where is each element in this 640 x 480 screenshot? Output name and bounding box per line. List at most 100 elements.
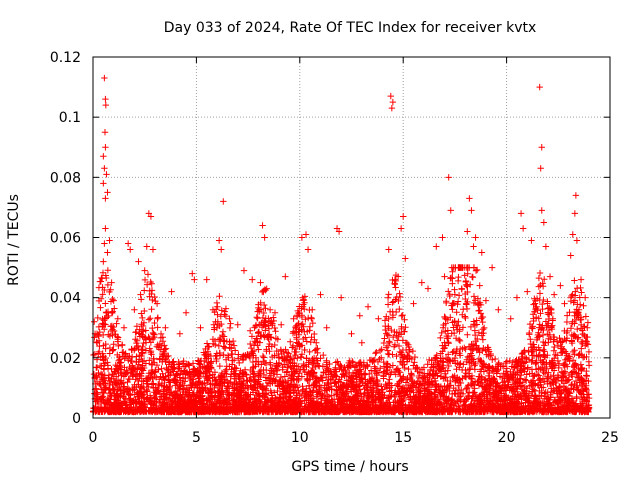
data-point <box>217 372 225 380</box>
data-point <box>95 323 103 331</box>
data-point <box>389 333 397 341</box>
data-point <box>158 365 165 372</box>
data-point <box>385 291 392 298</box>
data-point <box>309 387 317 394</box>
data-point <box>574 301 581 308</box>
data-point <box>308 315 315 322</box>
data-point <box>157 396 165 403</box>
data-point <box>328 392 335 399</box>
data-point <box>499 379 506 386</box>
data-point <box>133 323 141 330</box>
data-point <box>512 391 519 398</box>
data-point <box>536 321 543 328</box>
data-point <box>385 332 393 339</box>
data-point <box>315 362 322 369</box>
data-point <box>550 338 557 345</box>
data-point <box>392 371 399 378</box>
data-point <box>258 288 266 296</box>
data-point <box>164 366 171 373</box>
data-point <box>386 380 393 387</box>
data-point <box>462 373 470 381</box>
data-point <box>478 358 485 365</box>
data-point <box>517 375 524 382</box>
data-point <box>485 352 492 360</box>
data-point <box>374 358 382 366</box>
data-point <box>449 349 456 356</box>
data-point <box>405 343 413 351</box>
data-point <box>409 382 417 389</box>
data-point <box>284 362 291 370</box>
data-point <box>226 324 234 332</box>
data-point <box>224 383 231 391</box>
data-point <box>228 391 235 399</box>
data-point <box>555 364 562 372</box>
data-point <box>519 349 526 357</box>
data-point <box>527 336 534 343</box>
data-point <box>292 351 299 359</box>
data-point <box>268 397 275 404</box>
data-point <box>260 354 268 361</box>
data-point <box>207 352 215 360</box>
data-point <box>93 385 100 392</box>
data-point <box>255 328 263 336</box>
data-point <box>454 359 461 367</box>
data-point <box>109 296 116 303</box>
data-point <box>232 399 239 406</box>
data-point <box>528 381 535 389</box>
data-point <box>296 390 304 398</box>
data-point <box>246 374 254 382</box>
data-point <box>483 391 490 398</box>
data-point <box>295 373 302 380</box>
data-point <box>477 310 485 317</box>
data-point <box>383 360 391 367</box>
data-point <box>405 401 413 408</box>
data-point <box>476 349 483 356</box>
data-point <box>247 382 254 389</box>
data-point <box>160 399 167 406</box>
data-point <box>112 373 120 380</box>
data-point <box>289 344 296 351</box>
data-point <box>220 351 227 359</box>
data-point <box>105 312 112 320</box>
data-point <box>137 296 145 303</box>
data-point <box>99 331 107 339</box>
data-point <box>248 333 256 340</box>
data-point <box>277 394 284 401</box>
data-point <box>511 378 519 386</box>
data-point <box>411 353 419 361</box>
data-point <box>393 352 400 360</box>
data-point <box>210 321 218 328</box>
data-point <box>368 384 376 392</box>
data-point <box>515 394 522 402</box>
data-point <box>443 298 450 305</box>
data-point <box>576 351 583 359</box>
data-point <box>238 407 245 414</box>
data-point <box>463 385 471 392</box>
data-point <box>474 377 482 385</box>
data-point <box>558 389 565 396</box>
data-point <box>266 306 274 313</box>
data-point <box>445 351 452 358</box>
data-point <box>541 370 549 377</box>
data-point <box>113 320 120 327</box>
data-point <box>161 342 168 349</box>
data-point <box>402 346 410 354</box>
data-point <box>549 315 557 322</box>
data-point <box>155 382 163 390</box>
data-point <box>250 377 258 385</box>
data-point <box>470 381 478 388</box>
data-point <box>100 389 107 397</box>
data-point <box>481 376 488 383</box>
data-point <box>270 314 277 321</box>
data-point <box>94 391 101 398</box>
data-point <box>453 398 461 405</box>
data-point <box>578 364 586 372</box>
data-point <box>334 358 341 365</box>
data-point <box>104 281 112 289</box>
data-point <box>311 379 318 387</box>
data-point <box>536 290 544 297</box>
data-point <box>99 269 107 276</box>
data-point <box>540 296 547 304</box>
data-point <box>316 385 323 393</box>
data-point <box>170 358 177 365</box>
